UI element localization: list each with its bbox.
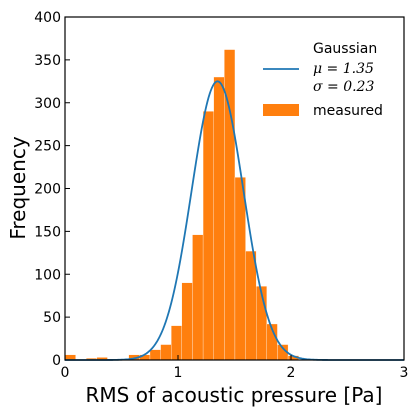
- x-tick-label: 3: [400, 365, 409, 381]
- y-tick-label: 200: [34, 182, 61, 198]
- histogram-bar: [245, 250, 257, 361]
- histogram-bar: [192, 234, 204, 361]
- legend-fit-title: Gaussian: [313, 41, 377, 57]
- histogram-bar: [234, 177, 246, 361]
- histogram-bar: [202, 111, 214, 361]
- histogram-bar: [171, 325, 182, 361]
- y-tick-label: 0: [52, 353, 61, 369]
- y-tick-label: 350: [34, 53, 61, 69]
- x-tick-label: 1: [174, 365, 183, 381]
- legend-measured-label: measured: [313, 103, 383, 119]
- histogram-bar: [181, 282, 193, 361]
- x-tick-label: 2: [287, 365, 296, 381]
- y-tick-label: 50: [43, 310, 61, 326]
- histogram-bar: [160, 344, 172, 361]
- y-tick-label: 100: [34, 267, 61, 283]
- histogram-bar: [149, 349, 161, 361]
- histogram-bar: [256, 286, 267, 361]
- y-axis-label: Frequency: [6, 136, 30, 239]
- x-axis-label: RMS of acoustic pressure [Pa]: [86, 383, 383, 407]
- histogram-bars: [64, 49, 299, 361]
- y-tick-label: 150: [34, 224, 61, 240]
- y-tick-label: 250: [34, 139, 61, 155]
- x-tick-label: 0: [61, 365, 70, 381]
- histogram-bar: [213, 76, 225, 361]
- legend-mu: μ = 1.35: [313, 61, 374, 77]
- y-tick-label: 300: [34, 96, 61, 112]
- legend: Gaussian μ = 1.35 σ = 0.23 measured: [263, 41, 383, 119]
- y-tick-label: 400: [34, 10, 61, 26]
- y-axis-ticks: 0 50 100 150 200 250 300 350 400: [34, 10, 70, 369]
- legend-sigma: σ = 0.23: [313, 79, 374, 95]
- legend-measured-swatch: [263, 104, 299, 116]
- x-axis-ticks: 0 1 2 3: [61, 355, 409, 381]
